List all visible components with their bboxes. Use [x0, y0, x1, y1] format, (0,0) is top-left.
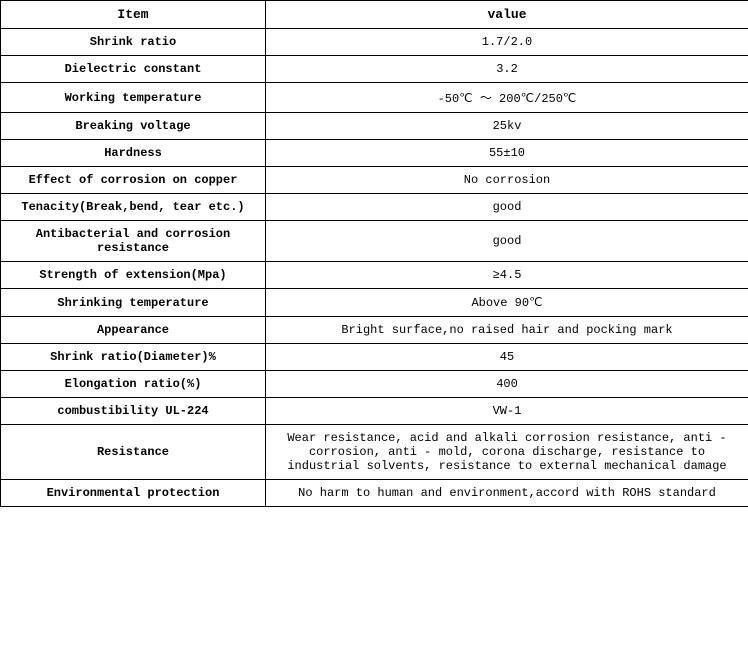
value-cell: No harm to human and environment,accord …: [266, 480, 748, 507]
item-cell: Shrinking temperature: [1, 289, 266, 317]
value-cell: 25kv: [266, 113, 748, 140]
value-cell: 1.7/2.0: [266, 29, 748, 56]
item-cell: Dielectric constant: [1, 56, 266, 83]
table-row: Environmental protectionNo harm to human…: [1, 480, 748, 507]
item-cell: Breaking voltage: [1, 113, 266, 140]
table-row: Hardness55±10: [1, 140, 748, 167]
table-row: Tenacity(Break,bend, tear etc.)good: [1, 194, 748, 221]
table-row: Elongation ratio(%)400: [1, 371, 748, 398]
table-row: Dielectric constant3.2: [1, 56, 748, 83]
item-cell: Working temperature: [1, 83, 266, 113]
table-row: Shrinking temperatureAbove 90℃: [1, 289, 748, 317]
spec-table: Item value Shrink ratio1.7/2.0Dielectric…: [0, 0, 748, 507]
value-cell: good: [266, 194, 748, 221]
table-row: Strength of extension(Mpa)≥4.5: [1, 262, 748, 289]
value-cell: 55±10: [266, 140, 748, 167]
item-cell: Environmental protection: [1, 480, 266, 507]
value-cell: 3.2: [266, 56, 748, 83]
item-cell: Hardness: [1, 140, 266, 167]
table-row: Working temperature-50℃ ～ 200℃/250℃: [1, 83, 748, 113]
table-row: Antibacterial and corrosion resistancego…: [1, 221, 748, 262]
value-cell: ≥4.5: [266, 262, 748, 289]
item-cell: Resistance: [1, 425, 266, 480]
header-value: value: [266, 1, 748, 29]
value-cell: good: [266, 221, 748, 262]
table-body: Shrink ratio1.7/2.0Dielectric constant3.…: [1, 29, 748, 507]
value-cell: 400: [266, 371, 748, 398]
item-cell: Strength of extension(Mpa): [1, 262, 266, 289]
table-row: Shrink ratio1.7/2.0: [1, 29, 748, 56]
table-row: Effect of corrosion on copperNo corrosio…: [1, 167, 748, 194]
value-cell: 45: [266, 344, 748, 371]
value-cell: No corrosion: [266, 167, 748, 194]
table-row: ResistanceWear resistance, acid and alka…: [1, 425, 748, 480]
item-cell: Shrink ratio(Diameter)%: [1, 344, 266, 371]
header-item: Item: [1, 1, 266, 29]
table-row: Breaking voltage25kv: [1, 113, 748, 140]
value-cell: VW-1: [266, 398, 748, 425]
value-cell: -50℃ ～ 200℃/250℃: [266, 83, 748, 113]
table-row: AppearanceBright surface,no raised hair …: [1, 317, 748, 344]
item-cell: combustibility UL-224: [1, 398, 266, 425]
item-cell: Effect of corrosion on copper: [1, 167, 266, 194]
table-row: Shrink ratio(Diameter)%45: [1, 344, 748, 371]
item-cell: Antibacterial and corrosion resistance: [1, 221, 266, 262]
item-cell: Appearance: [1, 317, 266, 344]
item-cell: Elongation ratio(%): [1, 371, 266, 398]
value-cell: Above 90℃: [266, 289, 748, 317]
value-cell: Wear resistance, acid and alkali corrosi…: [266, 425, 748, 480]
item-cell: Shrink ratio: [1, 29, 266, 56]
header-row: Item value: [1, 1, 748, 29]
table-row: combustibility UL-224VW-1: [1, 398, 748, 425]
item-cell: Tenacity(Break,bend, tear etc.): [1, 194, 266, 221]
value-cell: Bright surface,no raised hair and pockin…: [266, 317, 748, 344]
